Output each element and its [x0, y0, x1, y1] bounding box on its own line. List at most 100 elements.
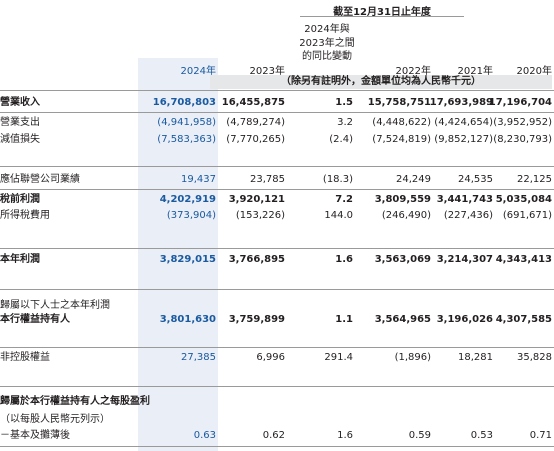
- cell-2021: 3,214,307: [436, 254, 493, 265]
- cell-2021: 3,196,026: [436, 314, 493, 325]
- cell-2020: (8,230,793): [493, 134, 552, 145]
- cell-2021: (227,436): [443, 210, 493, 221]
- unit-note: （除另有註明外，金額單位均為人民幣千元）: [210, 75, 552, 89]
- cell-2024: 16,708,803: [152, 97, 216, 108]
- column-2024: 2024年: [180, 66, 216, 77]
- table-row: 應佔聯營公司業績 19,437 23,785 (18.3) 24,249 24,…: [0, 173, 554, 187]
- period-header: 截至12月31日止年度: [333, 7, 431, 18]
- yoy-header-line2: 2023年之間: [299, 38, 355, 49]
- cell-2020: 5,035,084: [495, 194, 552, 205]
- attributable-heading: 歸屬以下人士之本年利潤: [0, 300, 110, 311]
- row-label: 本年利潤: [0, 254, 40, 265]
- cell-yoy: 144.0: [324, 210, 353, 221]
- cell-2023: 6,996: [256, 352, 285, 363]
- table-row: 非控股權益 27,385 6,996 291.4 (1,896) 18,281 …: [0, 351, 554, 365]
- row-label: 減值損失: [0, 134, 40, 145]
- cell-2020: 35,828: [517, 352, 552, 363]
- cell-2024: 3,829,015: [159, 254, 216, 265]
- row-divider: [0, 166, 554, 167]
- cell-2022: (7,524,819): [372, 134, 431, 145]
- table-row: 所得稅費用 (373,904) (153,226) 144.0 (246,490…: [0, 209, 554, 223]
- cell-2022: 3,564,965: [374, 314, 431, 325]
- cell-yoy: 291.4: [324, 352, 353, 363]
- row-divider: [0, 347, 554, 348]
- table-row: 減值損失 (7,583,363) (7,770,265) (2.4) (7,52…: [0, 133, 554, 147]
- row-divider: [0, 248, 554, 249]
- cell-2024: 27,385: [181, 352, 216, 363]
- cell-2023: (153,226): [235, 210, 285, 221]
- table-row: 本年利潤 3,829,015 3,766,895 1.6 3,563,069 3…: [0, 253, 554, 267]
- cell-2024: 3,801,630: [159, 314, 216, 325]
- cell-2024: (373,904): [166, 210, 216, 221]
- cell-2020: 4,307,585: [495, 314, 552, 325]
- cell-2021: 3,441,743: [436, 194, 493, 205]
- row-divider: [0, 189, 554, 190]
- cell-2024: 4,202,919: [159, 194, 216, 205]
- eps-heading: 歸屬於本行權益持有人之每股盈利: [0, 396, 150, 407]
- row-label: 非控股權益: [0, 352, 50, 363]
- cell-2024: 19,437: [181, 174, 216, 185]
- cell-2023: 0.62: [262, 430, 285, 441]
- highlight-2024-column: [138, 58, 218, 451]
- cell-2022: (4,448,622): [372, 117, 431, 128]
- cell-2021: (9,852,127): [434, 134, 493, 145]
- column-2022: 2022年: [395, 66, 431, 77]
- yoy-header-line1: 2024年與: [304, 24, 350, 35]
- cell-yoy: (2.4): [329, 134, 353, 145]
- row-label: 所得稅費用: [0, 210, 50, 221]
- cell-yoy: 1.5: [335, 97, 353, 108]
- cell-2020: 0.71: [529, 430, 552, 441]
- eps-unit-note: （以每股人民幣元列示）: [0, 414, 110, 425]
- cell-2020: 22,125: [517, 174, 552, 185]
- cell-2020: (691,671): [502, 210, 552, 221]
- cell-yoy: 1.1: [335, 314, 353, 325]
- row-label: －基本及攤薄後: [0, 430, 70, 441]
- cell-2021: 17,693,989: [429, 97, 493, 108]
- cell-yoy: 1.6: [335, 254, 353, 265]
- cell-2022: 0.59: [408, 430, 431, 441]
- table-row: 稅前利潤 4,202,919 3,920,121 7.2 3,809,559 3…: [0, 193, 554, 207]
- header-divider: [300, 16, 464, 17]
- cell-2023: (7,770,265): [226, 134, 285, 145]
- cell-2024: (4,941,958): [157, 117, 216, 128]
- row-divider: [0, 386, 554, 387]
- cell-2023: 3,759,899: [228, 314, 285, 325]
- yoy-header-line3: 的同比變動: [302, 51, 352, 62]
- cell-2023: 3,766,895: [228, 254, 285, 265]
- row-label: 本行權益持有人: [0, 314, 70, 325]
- row-divider: [0, 446, 554, 447]
- row-divider: [0, 289, 554, 290]
- row-divider: [0, 112, 554, 113]
- table-row: 營業支出 (4,941,958) (4,789,274) 3.2 (4,448,…: [0, 116, 554, 130]
- row-label: 應佔聯營公司業績: [0, 174, 80, 185]
- cell-2024: 0.63: [193, 430, 216, 441]
- cell-yoy: (18.3): [322, 174, 353, 185]
- cell-2021: 0.53: [470, 430, 493, 441]
- cell-2023: 16,455,875: [221, 97, 285, 108]
- cell-yoy: 3.2: [337, 117, 353, 128]
- cell-yoy: 7.2: [335, 194, 353, 205]
- cell-2021: 18,281: [458, 352, 493, 363]
- table-row: －基本及攤薄後 0.63 0.62 1.6 0.59 0.53 0.71: [0, 429, 554, 443]
- cell-2022: 3,809,559: [374, 194, 431, 205]
- cell-yoy: 1.6: [337, 430, 353, 441]
- row-label: 營業收入: [0, 97, 40, 108]
- cell-2023: (4,789,274): [226, 117, 285, 128]
- column-2023: 2023年: [249, 66, 285, 77]
- cell-2021: (4,424,654): [434, 117, 493, 128]
- cell-2024: (7,583,363): [157, 134, 216, 145]
- cell-2022: (246,490): [381, 210, 431, 221]
- cell-2022: 3,563,069: [374, 254, 431, 265]
- cell-2021: 24,535: [458, 174, 493, 185]
- column-2021: 2021年: [457, 66, 493, 77]
- header-bottom-rule: [0, 90, 554, 91]
- cell-2020: (3,952,952): [493, 117, 552, 128]
- column-2020: 2020年: [516, 66, 552, 77]
- cell-2023: 23,785: [250, 174, 285, 185]
- table-row: 營業收入 16,708,803 16,455,875 1.5 15,758,75…: [0, 96, 554, 110]
- cell-2020: 4,343,413: [495, 254, 552, 265]
- row-label: 稅前利潤: [0, 194, 40, 205]
- cell-2020: 17,196,704: [488, 97, 552, 108]
- cell-2022: 15,758,751: [367, 97, 431, 108]
- table-row: 本行權益持有人 3,801,630 3,759,899 1.1 3,564,96…: [0, 313, 554, 327]
